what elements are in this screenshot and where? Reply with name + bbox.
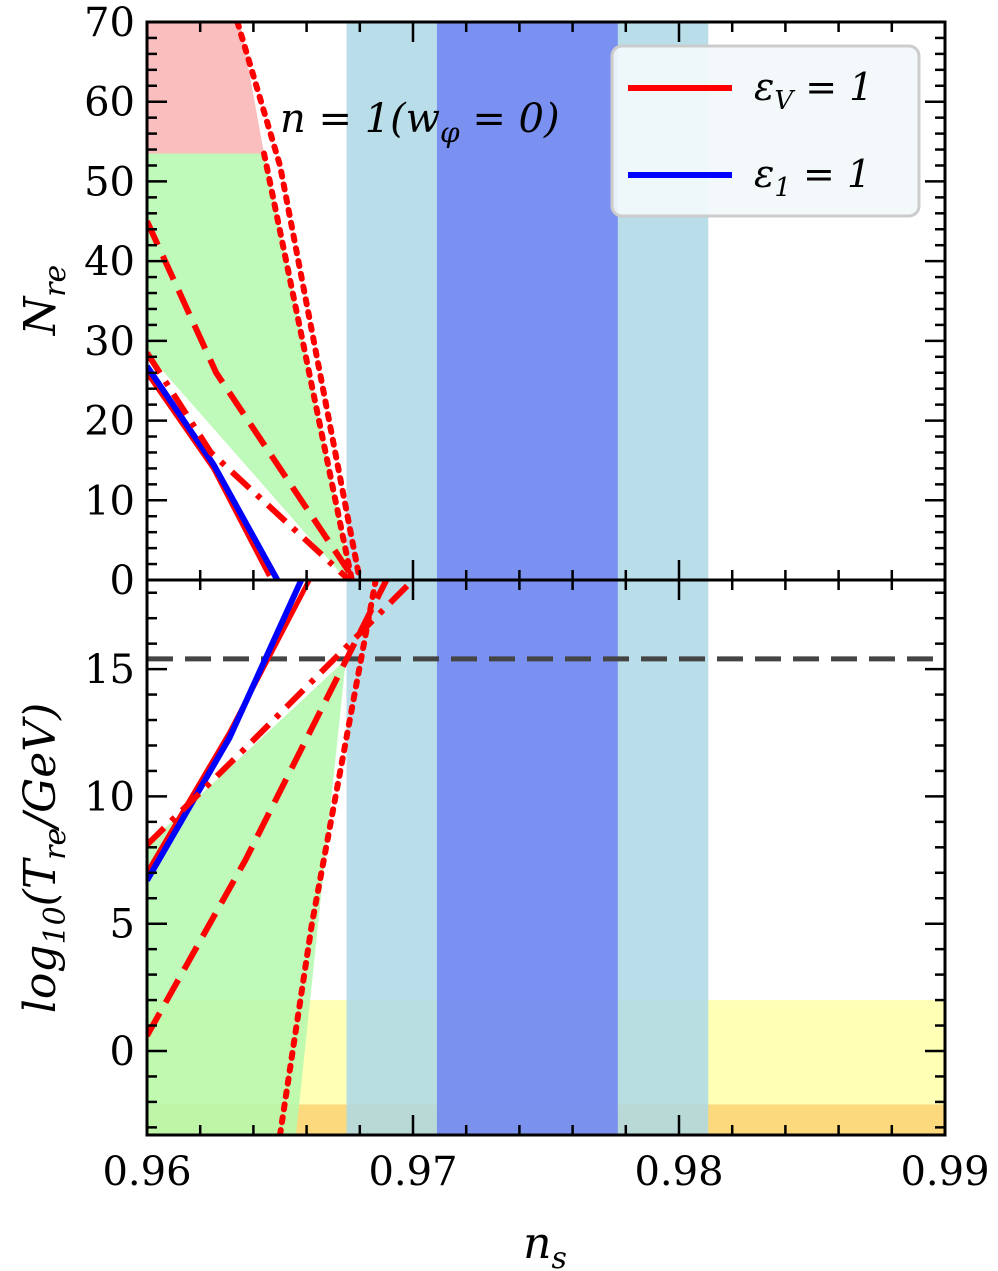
- bottom-ytick-label: 0: [110, 1029, 135, 1075]
- legend-label-eps-1: ε1 = 1: [754, 152, 871, 203]
- x-tick-label: 0.97: [368, 1149, 457, 1195]
- axis-tick-labels: 0 10 20 30 40 50 60 70 0 5 10 15 0.96 0.97 0.98 0.99: [84, 0, 989, 1195]
- top-ytick-label: 20: [84, 399, 135, 445]
- top-y-axis-label: Nre: [15, 265, 73, 337]
- top-region-0: [147, 22, 265, 154]
- top-region-1: [147, 153, 352, 580]
- top-ytick-label: 60: [84, 80, 135, 126]
- top-series-3-dashed: [147, 220, 357, 580]
- legend: εV = 1 ε1 = 1: [610, 44, 921, 218]
- x-tick-label: 0.96: [102, 1149, 191, 1195]
- top-ytick-label: 0: [110, 558, 135, 604]
- top-ytick-label: 40: [84, 239, 135, 285]
- bottom-ytick-label: 15: [84, 647, 135, 693]
- bottom-y-axis-label: log10(Tre/GeV): [15, 703, 73, 1014]
- bottom-panel-frame: [145, 578, 947, 1137]
- bottom-ytick-label: 10: [84, 774, 135, 820]
- top-series-5-dotted: [261, 150, 355, 580]
- legend-label-eps-v: εV = 1: [754, 65, 873, 116]
- annotation-text: n = 1(wφ = 0): [280, 96, 560, 149]
- bottom-series-4-dotted: [277, 580, 379, 1135]
- bottom-series-2-dashdot: [147, 580, 416, 847]
- top-series-1-solid: [147, 364, 280, 580]
- top-ytick-label: 70: [84, 0, 135, 46]
- top-ns-band-1: [436, 22, 618, 580]
- top-ytick-label: 10: [84, 478, 135, 524]
- x-tick-label: 0.98: [634, 1149, 723, 1195]
- top-series-2-dashdot: [147, 351, 352, 580]
- x-axis-label: ns: [523, 1218, 567, 1271]
- bottom-panel: [147, 580, 945, 1135]
- bottom-series-3-dashed: [147, 580, 390, 1038]
- x-tick-label: 0.99: [900, 1149, 989, 1195]
- top-ytick-label: 30: [84, 319, 135, 365]
- bottom-ns-band-1: [436, 580, 618, 1135]
- bottom-series-1-solid: [147, 580, 305, 882]
- bottom-ytick-label: 5: [110, 902, 135, 948]
- top-series-4-dotted: [234, 22, 363, 580]
- top-ytick-label: 50: [84, 159, 135, 205]
